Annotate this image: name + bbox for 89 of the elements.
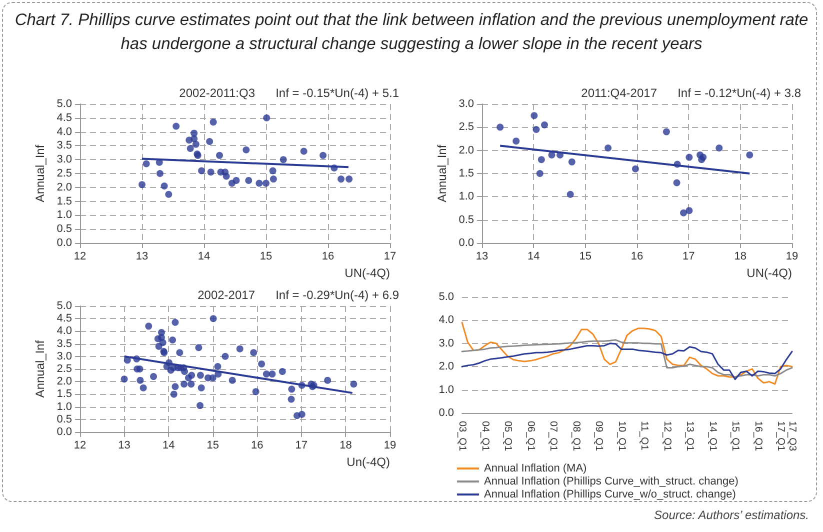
x-tick-label: 13_Q1 bbox=[684, 421, 696, 452]
x-axis-title: UN(-4Q) bbox=[344, 266, 390, 280]
y-tick-label: 5.0 bbox=[56, 98, 72, 110]
x-tick-label: 16 bbox=[251, 440, 264, 452]
y-tick-label: 4.0 bbox=[56, 126, 72, 138]
x-tick-label: 17_Q1 bbox=[775, 421, 786, 452]
x-tick-label: 17 bbox=[295, 440, 308, 452]
x-tick-label: 14 bbox=[198, 250, 210, 262]
y-tick-label: 0.0 bbox=[458, 237, 474, 249]
x-tick-label: 16_Q1 bbox=[752, 421, 764, 452]
x-tick-label: 06_Q1 bbox=[524, 421, 536, 452]
text: Inf = -0.29*Un(-4) + 6.9 bbox=[276, 288, 400, 302]
chart-title: 2002-2011:Q3 bbox=[179, 86, 256, 100]
y-tick-label: 1.5 bbox=[56, 195, 72, 208]
x-tick-label: 15 bbox=[579, 250, 592, 262]
x-tick-label: 12_Q1 bbox=[661, 421, 672, 452]
source-note: Source: Authors’ estimations. bbox=[654, 508, 809, 522]
x-tick-label: 15 bbox=[260, 250, 272, 262]
x-tick-label: 07_Q1 bbox=[548, 421, 559, 452]
y-tick-label: 3.0 bbox=[438, 337, 454, 350]
x-tick-label: 12 bbox=[74, 250, 86, 262]
x-tick-label: 14 bbox=[162, 440, 175, 452]
x-axis-title: Un(-4Q) bbox=[346, 455, 390, 469]
chart-title: 2002-2017 bbox=[198, 288, 256, 302]
x-tick-label: 17_Q3 bbox=[786, 421, 798, 452]
legend-label: Annual Inflation (MA) bbox=[484, 462, 587, 474]
y-tick-label: 5.0 bbox=[56, 300, 72, 312]
y-axis-title: Annual_Inf bbox=[434, 144, 449, 202]
y-tick-label: 3.5 bbox=[56, 338, 72, 350]
y-tick-label: 2.0 bbox=[438, 360, 454, 373]
x-tick-label: 16 bbox=[630, 250, 644, 262]
legend-label: Annual Inflation (Phillips Curve_w/o_struct. change) bbox=[484, 488, 736, 500]
text: Chart 7. Phillips curve estimates point out that the link between inflation and the previous unemployment rate has undergone a structural change suggesting a lower slope in the recent years bbox=[14, 10, 810, 55]
x-tick-label: 17 bbox=[682, 250, 695, 262]
y-tick-label: 0.0 bbox=[438, 407, 454, 419]
x-tick-label: 05_Q1 bbox=[502, 421, 514, 452]
y-tick-label: 1.0 bbox=[56, 209, 72, 222]
x-tick-label: 14 bbox=[528, 250, 540, 262]
y-tick-label: 2.5 bbox=[56, 363, 72, 375]
x-tick-label: 09_Q1 bbox=[593, 421, 604, 452]
y-tick-label: 2.5 bbox=[56, 168, 72, 180]
y-tick-label: 2.5 bbox=[458, 121, 474, 134]
y-tick-label: 3.0 bbox=[56, 154, 72, 166]
y-tick-label: 2.0 bbox=[458, 144, 474, 156]
x-tick-label: 19 bbox=[786, 250, 798, 262]
y-tick-label: 3.0 bbox=[458, 98, 474, 110]
x-tick-label: 03_Q1 bbox=[456, 421, 468, 452]
y-tick-label: 3.0 bbox=[56, 350, 72, 362]
y-tick-label: 0.5 bbox=[56, 223, 72, 236]
x-tick-label: 19 bbox=[384, 440, 396, 452]
x-tick-label: 14_Q1 bbox=[706, 421, 718, 452]
y-tick-label: 1.5 bbox=[56, 388, 72, 400]
y-tick-label: 4.0 bbox=[438, 314, 454, 326]
y-tick-label: 1.0 bbox=[458, 190, 474, 203]
x-tick-label: 11_Q1 bbox=[638, 421, 650, 451]
y-tick-label: 0.0 bbox=[56, 426, 72, 438]
x-tick-label: 08_Q1 bbox=[570, 421, 582, 452]
chart-title: 2011:Q4-2017 bbox=[581, 86, 658, 100]
text: Inf = -0.15*Un(-4) + 5.1 bbox=[276, 86, 400, 100]
x-tick-label: 15_Q1 bbox=[730, 421, 741, 452]
y-tick-label: 0.5 bbox=[56, 413, 72, 426]
y-tick-label: 4.5 bbox=[56, 312, 72, 325]
y-tick-label: 4.5 bbox=[56, 112, 72, 124]
x-tick-label: 04_Q1 bbox=[479, 421, 490, 452]
x-tick-label: 18 bbox=[734, 250, 746, 262]
x-tick-label: 13 bbox=[476, 250, 488, 262]
x-tick-label: 16 bbox=[322, 250, 334, 262]
text: Inf = -0.12*Un(-4) + 3.8 bbox=[678, 86, 802, 100]
x-tick-label: 18 bbox=[340, 440, 352, 452]
y-tick-label: 1.0 bbox=[438, 384, 454, 396]
y-axis-title: Annual_Inf bbox=[32, 340, 47, 398]
y-tick-label: 2.0 bbox=[56, 376, 72, 388]
y-tick-label: 1.5 bbox=[458, 168, 474, 180]
y-tick-label: 0.5 bbox=[458, 214, 474, 226]
x-tick-label: 12 bbox=[74, 440, 86, 452]
x-tick-label: 17 bbox=[384, 250, 396, 262]
y-axis-title: Annual_Inf bbox=[32, 144, 47, 202]
y-tick-label: 1.0 bbox=[56, 400, 72, 413]
y-tick-label: 3.5 bbox=[56, 140, 72, 152]
x-tick-label: 15 bbox=[206, 440, 219, 452]
y-tick-label: 2.0 bbox=[56, 181, 72, 194]
x-axis-title: UN(-4Q) bbox=[746, 266, 792, 280]
legend-label: Annual Inflation (Phillips Curve_with_struct. change) bbox=[484, 476, 738, 488]
y-tick-label: 4.0 bbox=[56, 325, 72, 338]
x-tick-label: 13 bbox=[136, 250, 148, 262]
y-tick-label: 0.0 bbox=[56, 237, 72, 249]
x-tick-label: 13 bbox=[118, 440, 130, 452]
x-tick-label: 10_Q1 bbox=[616, 421, 627, 452]
y-tick-label: 5.0 bbox=[438, 291, 454, 303]
